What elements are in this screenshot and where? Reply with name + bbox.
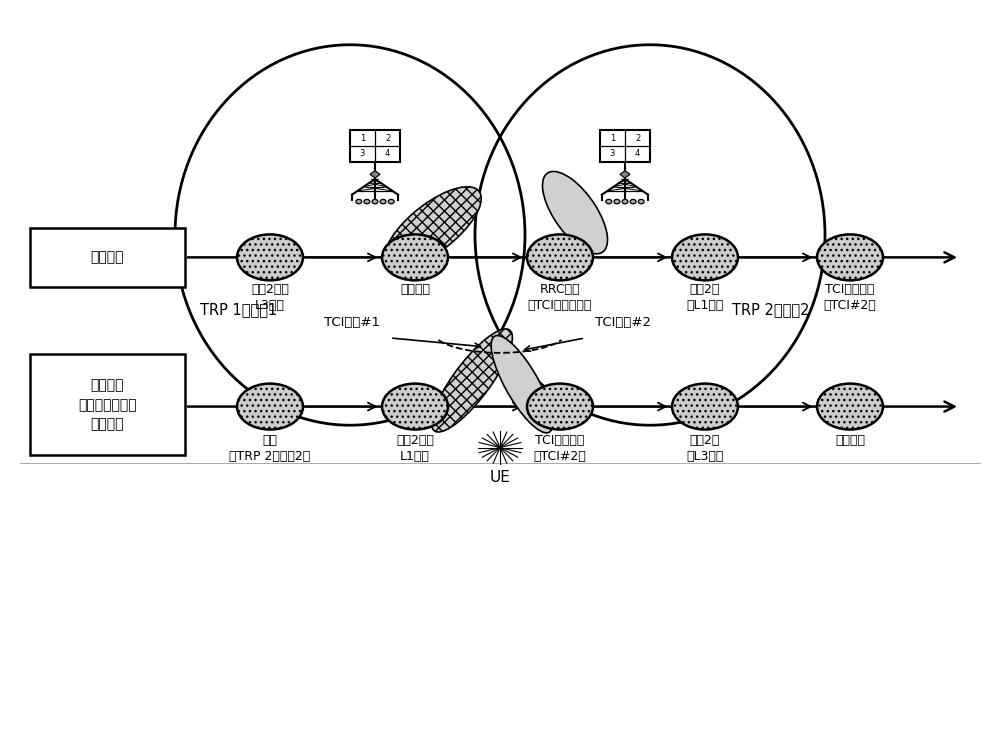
- Circle shape: [380, 199, 386, 204]
- Text: 2: 2: [635, 134, 640, 142]
- Bar: [350, 131, 400, 162]
- Text: 用于中心
移动性的小区间
波束管理: 用于中心 移动性的小区间 波束管理: [78, 378, 137, 431]
- Ellipse shape: [382, 383, 448, 430]
- Text: 4: 4: [635, 149, 640, 158]
- Text: 传统操作: 传统操作: [91, 251, 124, 264]
- Circle shape: [622, 199, 628, 204]
- Ellipse shape: [817, 383, 883, 430]
- Ellipse shape: [237, 234, 303, 280]
- Text: 1: 1: [360, 134, 365, 142]
- Text: 1: 1: [610, 134, 615, 142]
- Text: 3: 3: [610, 149, 615, 158]
- Circle shape: [606, 199, 612, 204]
- Ellipse shape: [382, 234, 448, 280]
- Ellipse shape: [527, 234, 593, 280]
- Circle shape: [630, 199, 636, 204]
- Bar: [600, 131, 650, 162]
- Ellipse shape: [672, 383, 738, 430]
- Text: 4: 4: [385, 149, 390, 158]
- Ellipse shape: [385, 186, 481, 269]
- Text: 切换命令: 切换命令: [400, 283, 430, 296]
- Ellipse shape: [817, 234, 883, 280]
- Text: TCI状态#1: TCI状态#1: [324, 316, 380, 329]
- Text: 切换命令: 切换命令: [835, 434, 865, 447]
- Text: TCI状态更新
（TCI#2）: TCI状态更新 （TCI#2）: [534, 434, 586, 463]
- Text: 小区2上
的L3测量: 小区2上 的L3测量: [686, 434, 724, 463]
- Circle shape: [614, 199, 620, 204]
- Text: 2: 2: [385, 134, 390, 142]
- Circle shape: [356, 199, 362, 204]
- Text: 3: 3: [360, 149, 365, 158]
- Text: 小区2上的
L1测量: 小区2上的 L1测量: [396, 434, 434, 463]
- Text: 小区2上的
L3测量: 小区2上的 L3测量: [251, 283, 289, 313]
- Text: UE: UE: [490, 470, 510, 485]
- Polygon shape: [370, 171, 380, 178]
- Text: TRP 1，小区1: TRP 1，小区1: [200, 302, 277, 317]
- Bar: [30, 354, 185, 455]
- Text: TCI状态更新
（TCI#2）: TCI状态更新 （TCI#2）: [824, 283, 876, 313]
- Ellipse shape: [527, 383, 593, 430]
- Text: 小区2上
的L1测量: 小区2上 的L1测量: [686, 283, 724, 313]
- Circle shape: [364, 199, 370, 204]
- Polygon shape: [620, 171, 630, 178]
- Text: TRP 2，小区2: TRP 2，小区2: [732, 302, 810, 317]
- Ellipse shape: [237, 383, 303, 430]
- Circle shape: [388, 199, 394, 204]
- Ellipse shape: [542, 172, 608, 254]
- Ellipse shape: [491, 336, 553, 433]
- Circle shape: [638, 199, 644, 204]
- Text: TCI状态#2: TCI状态#2: [595, 316, 651, 329]
- Bar: [30, 228, 185, 287]
- Text: RRC重配
（TCI状态配置）: RRC重配 （TCI状态配置）: [528, 283, 592, 313]
- Circle shape: [372, 199, 378, 204]
- Text: 重配
（TRP 2，小区2）: 重配 （TRP 2，小区2）: [229, 434, 311, 463]
- Ellipse shape: [432, 329, 512, 432]
- Ellipse shape: [672, 234, 738, 280]
